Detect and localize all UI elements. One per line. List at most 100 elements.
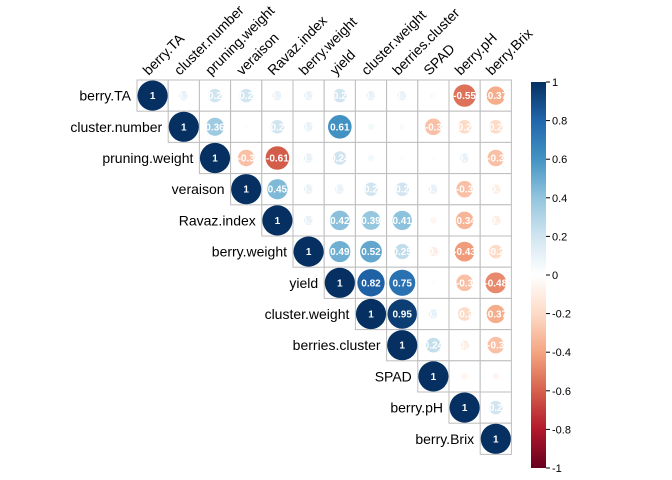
corr-circle-berry.TA-berry.weight (303, 90, 314, 101)
corr-circle-berries.cluster-SPAD (426, 337, 441, 353)
corr-label-pruning.weight-berry.Brix: -0.3 (487, 154, 505, 165)
corr-label-berry.weight-SPAD: -0.1 (425, 247, 443, 258)
corr-circle-pruning.weight-berry.Brix (487, 149, 505, 167)
corr-circle-pruning.weight-berry.weight (303, 153, 314, 163)
corr-label-cluster.number-Ravaz.index: 0.2 (270, 122, 284, 133)
corr-label-cluster.number-SPAD: -0.3 (425, 122, 443, 133)
corr-circle-cluster.number-pruning.weight (205, 117, 225, 136)
corr-circle-cluster.number-berry.weight (303, 122, 314, 132)
corr-circle-cluster.number-yield (328, 115, 352, 139)
corr-label-pruning.weight-pruning.weight: 1 (212, 154, 218, 165)
corr-label-pruning.weight-berry.pH: 0.1 (458, 154, 472, 165)
colorbar-tick-label: -1 (552, 463, 562, 475)
corr-label-cluster.number-pruning.weight: 0.36 (205, 122, 225, 133)
grid-cell-10-11 (479, 391, 512, 424)
corr-circle-yield-cluster.weight (357, 269, 385, 297)
row-label-berry.Brix: berry.Brix (415, 431, 474, 447)
corr-circle-berries.cluster-berries.cluster (387, 330, 418, 361)
corr-circle-yield-SPAD (431, 280, 436, 285)
corr-label-pruning.weight-berry.weight: 0.1 (302, 154, 316, 165)
corr-label-SPAD-SPAD: 1 (431, 372, 437, 383)
row-label-yield: yield (289, 275, 318, 291)
corr-label-cluster.weight-berry.pH: -0.2 (456, 310, 474, 321)
corr-circle-berry.weight-berry.weight (293, 236, 324, 267)
corr-label-veraison-berry.Brix: -0.1 (487, 185, 505, 196)
corr-circle-veraison-berry.Brix (491, 184, 501, 194)
corr-label-berry.TA-yield: 0.2 (333, 91, 347, 102)
corr-label-pruning.weight-veraison: -0.3 (238, 154, 256, 165)
corr-circle-cluster.weight-cluster.weight (355, 298, 387, 330)
row-label-berry.weight: berry.weight (212, 244, 287, 260)
colorbar-tick-label: -0.2 (552, 309, 571, 321)
corr-circle-veraison-yield (335, 184, 345, 194)
corr-circle-pruning.weight-pruning.weight (199, 142, 231, 174)
colorbar: 1 0.8 0.6 0.4 0.2 0 -0.2 -0.4 -0.6 -0.8 -1 (531, 77, 571, 475)
corr-label-Ravaz.index-berry.Brix: -0.1 (487, 216, 505, 227)
corr-circle-cluster.number-SPAD (425, 118, 442, 136)
corr-label-berry.TA-Ravaz.index: 0.1 (270, 91, 284, 102)
corr-label-Ravaz.index-yield: 0.42 (330, 216, 350, 227)
corr-circle-berry.weight-berry.pH (454, 241, 475, 262)
corr-circle-cluster.number-Ravaz.index (270, 120, 285, 134)
corr-label-pruning.weight-yield: 0.24 (330, 154, 350, 165)
colorbar-tick-label: -0.8 (552, 424, 571, 436)
corr-label-veraison-berries.cluster: 0.2 (395, 185, 409, 196)
corr-label-cluster.weight-cluster.weight: 1 (368, 310, 374, 321)
corr-label-berry.TA-berry.TA: 1 (150, 91, 156, 102)
corr-label-veraison-berry.pH: -0.3 (456, 185, 474, 196)
corr-label-berry.weight-berry.Brix: -0.2 (487, 247, 505, 258)
corr-circle-berry.TA-Ravaz.index (272, 90, 283, 101)
corr-circle-pruning.weight-berries.cluster (400, 155, 405, 161)
corr-circle-SPAD-berry.Brix (492, 373, 500, 380)
corr-label-veraison-berry.weight: 0.1 (302, 185, 316, 196)
corr-circle-berry.TA-berry.TA (137, 80, 168, 111)
corr-circle-berry.TA-yield (333, 88, 347, 103)
row-label-pruning.weight: pruning.weight (102, 150, 193, 166)
corr-circle-berries.cluster-berry.pH (459, 340, 470, 350)
corr-circle-cluster.number-cluster.number (168, 111, 199, 142)
corr-label-berry.TA-SPAD: 0.05 (424, 91, 444, 102)
corr-circle-berry.pH-berry.pH (449, 392, 480, 423)
corr-circle-berry.weight-cluster.weight (360, 240, 382, 263)
corr-circle-Ravaz.index-berries.cluster (392, 210, 412, 231)
corr-label-veraison-Ravaz.index: 0.45 (268, 185, 288, 196)
corr-label-berry.TA-cluster.number: 0.1 (177, 91, 191, 102)
corr-circle-Ravaz.index-yield (330, 210, 350, 231)
corr-circle-berry.TA-berries.cluster (397, 90, 407, 101)
corr-label-Ravaz.index-cluster.weight: 0.39 (361, 216, 381, 227)
corr-circle-pruning.weight-Ravaz.index (265, 146, 290, 170)
corr-circle-berry.pH-berry.Brix (489, 400, 503, 415)
corr-circle-berry.TA-SPAD (430, 92, 437, 99)
corr-circle-yield-yield (324, 267, 355, 298)
corr-label-berry.weight-berry.pH: -0.43 (453, 247, 476, 258)
corr-circle-yield-berry.Brix (485, 272, 507, 294)
row-label-berries.cluster: berries.cluster (293, 337, 381, 353)
corr-circle-pruning.weight-berry.pH (459, 153, 470, 163)
corr-circle-cluster.weight-SPAD (428, 309, 439, 319)
corr-circle-Ravaz.index-Ravaz.index (262, 205, 293, 236)
corr-circle-cluster.number-berry.Brix (489, 120, 503, 134)
corr-label-berry.TA-cluster.weight: 0.1 (364, 91, 378, 102)
corr-label-cluster.number-berry.weight: 0.1 (302, 122, 316, 133)
corr-circle-berry.TA-cluster.weight (366, 90, 376, 101)
corr-circle-berries.cluster-berry.Brix (487, 336, 505, 354)
corr-circle-berry.weight-SPAD (428, 246, 439, 257)
corr-label-pruning.weight-Ravaz.index: -0.61 (266, 154, 289, 165)
row-label-veraison: veraison (172, 181, 225, 197)
corr-circle-cluster.number-cluster.weight (367, 123, 375, 131)
colorbar-gradient (531, 82, 546, 468)
colorbar-tick-label: 0.8 (552, 116, 567, 128)
colorbar-tick-label: 0.6 (552, 154, 567, 166)
corr-circle-yield-berries.cluster (389, 269, 416, 296)
row-label-berry.TA: berry.TA (79, 88, 131, 104)
corr-label-yield-yield: 1 (337, 278, 343, 289)
corr-label-berries.cluster-berry.pH: -0.1 (456, 341, 474, 352)
cells-layer (137, 80, 511, 454)
corr-label-berry.TA-berries.cluster: 0.1 (395, 91, 409, 102)
corr-circle-Ravaz.index-cluster.weight (361, 210, 381, 230)
grid-cell-1-10 (448, 110, 481, 143)
corr-circle-Ravaz.index-SPAD (430, 217, 437, 224)
corr-label-cluster.number-yield: 0.61 (330, 122, 350, 133)
colorbar-tick-label: 0.2 (552, 231, 567, 243)
